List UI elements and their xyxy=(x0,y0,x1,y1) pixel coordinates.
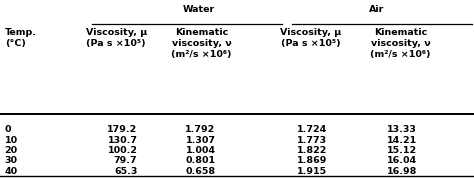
Text: Air: Air xyxy=(369,5,384,14)
Text: 1.822: 1.822 xyxy=(297,146,327,155)
Text: 1.004: 1.004 xyxy=(186,146,216,155)
Text: 1.307: 1.307 xyxy=(186,136,216,145)
Text: 13.33: 13.33 xyxy=(387,125,417,135)
Text: 20: 20 xyxy=(5,146,18,155)
Text: 30: 30 xyxy=(5,156,18,166)
Text: 0.658: 0.658 xyxy=(185,167,216,176)
Text: Viscosity, μ
(Pa s ×10⁵): Viscosity, μ (Pa s ×10⁵) xyxy=(280,28,341,48)
Text: 179.2: 179.2 xyxy=(107,125,137,135)
Text: 1.869: 1.869 xyxy=(297,156,327,166)
Text: 79.7: 79.7 xyxy=(114,156,137,166)
Text: 16.98: 16.98 xyxy=(387,167,417,176)
Text: Temp.
(°C): Temp. (°C) xyxy=(5,28,37,48)
Text: 16.04: 16.04 xyxy=(387,156,417,166)
Text: Water: Water xyxy=(183,5,215,14)
Text: 40: 40 xyxy=(5,167,18,176)
Text: 14.21: 14.21 xyxy=(387,136,417,145)
Text: 10: 10 xyxy=(5,136,18,145)
Text: 1.915: 1.915 xyxy=(297,167,327,176)
Text: 0.801: 0.801 xyxy=(185,156,216,166)
Text: 1.792: 1.792 xyxy=(185,125,216,135)
Text: Kinematic
viscosity, ν
(m²/s ×10⁶): Kinematic viscosity, ν (m²/s ×10⁶) xyxy=(370,28,431,59)
Text: 15.12: 15.12 xyxy=(387,146,417,155)
Text: 130.7: 130.7 xyxy=(108,136,137,145)
Text: 1.773: 1.773 xyxy=(297,136,327,145)
Text: 0: 0 xyxy=(5,125,11,135)
Text: 100.2: 100.2 xyxy=(108,146,137,155)
Text: Kinematic
viscosity, ν
(m²/s ×10⁶): Kinematic viscosity, ν (m²/s ×10⁶) xyxy=(171,28,232,59)
Text: 65.3: 65.3 xyxy=(114,167,137,176)
Text: Viscosity, μ
(Pa s ×10⁵): Viscosity, μ (Pa s ×10⁵) xyxy=(85,28,147,48)
Text: 1.724: 1.724 xyxy=(297,125,327,135)
